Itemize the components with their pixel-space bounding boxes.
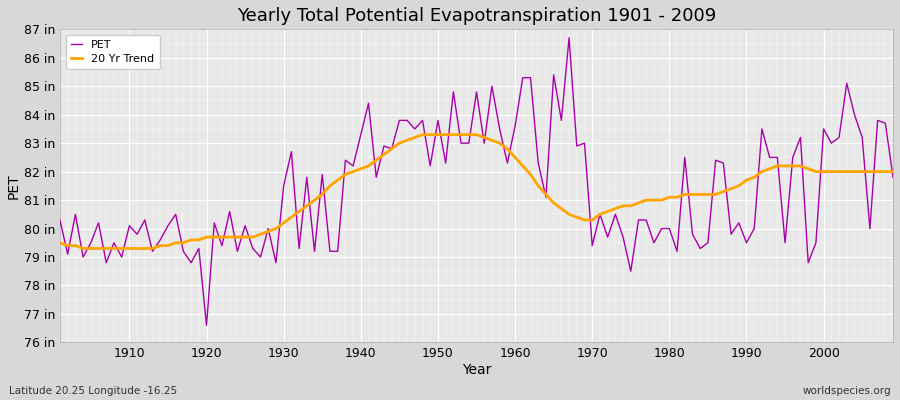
20 Yr Trend: [887, 169, 898, 174]
20 Yr Trend: [55, 240, 66, 245]
PET: [116, 255, 127, 260]
20 Yr Trend: [77, 246, 88, 251]
20 Yr Trend: [124, 246, 135, 251]
PET: [340, 158, 351, 163]
20 Yr Trend: [518, 164, 528, 168]
PET: [293, 246, 304, 251]
PET: [509, 124, 520, 128]
Line: PET: PET: [60, 38, 893, 325]
20 Yr Trend: [293, 209, 304, 214]
20 Yr Trend: [617, 203, 628, 208]
Text: worldspecies.org: worldspecies.org: [803, 386, 891, 396]
PET: [201, 323, 212, 328]
20 Yr Trend: [340, 172, 351, 177]
Y-axis label: PET: PET: [7, 173, 21, 199]
Legend: PET, 20 Yr Trend: PET, 20 Yr Trend: [66, 35, 160, 70]
X-axis label: Year: Year: [462, 363, 491, 377]
20 Yr Trend: [417, 132, 428, 137]
Line: 20 Yr Trend: 20 Yr Trend: [60, 135, 893, 248]
PET: [518, 75, 528, 80]
Title: Yearly Total Potential Evapotranspiration 1901 - 2009: Yearly Total Potential Evapotranspiratio…: [237, 7, 716, 25]
PET: [617, 235, 628, 240]
PET: [563, 36, 574, 40]
PET: [887, 175, 898, 180]
PET: [55, 218, 66, 222]
20 Yr Trend: [525, 172, 535, 177]
Text: Latitude 20.25 Longitude -16.25: Latitude 20.25 Longitude -16.25: [9, 386, 177, 396]
